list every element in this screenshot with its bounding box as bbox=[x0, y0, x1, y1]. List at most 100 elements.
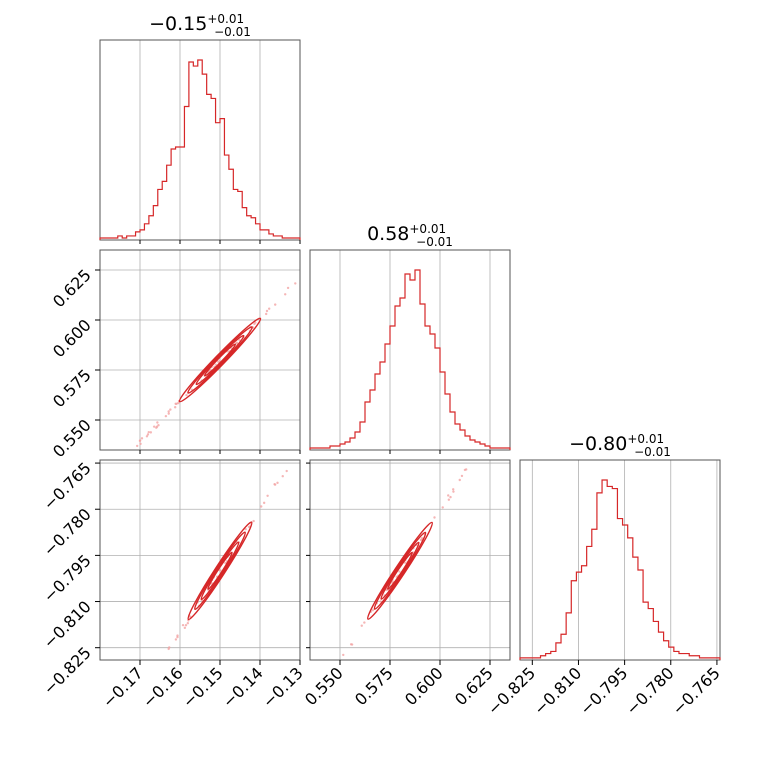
x-tick-label-1: 0.550 bbox=[301, 663, 347, 709]
contour-level-2 bbox=[195, 334, 245, 386]
scatter-point bbox=[363, 621, 366, 624]
scatter-point bbox=[184, 624, 188, 627]
scatter-point bbox=[181, 623, 185, 627]
title-value: −0.80 bbox=[569, 433, 627, 455]
x-tick-label-1: 0.575 bbox=[351, 663, 397, 709]
title-lower-error: −0.01 bbox=[214, 25, 251, 39]
panel-1-0 bbox=[99, 249, 301, 451]
scatter-point bbox=[447, 498, 451, 501]
scatter-point bbox=[183, 626, 187, 630]
scatter-point bbox=[149, 431, 153, 434]
scatter-point bbox=[176, 634, 179, 637]
title-value: 0.58 bbox=[367, 223, 409, 245]
scatter-point bbox=[403, 561, 407, 564]
scatter-point bbox=[252, 519, 255, 523]
panel-frame bbox=[519, 459, 721, 661]
x-tick-label-1: 0.600 bbox=[401, 663, 447, 709]
contour-level-0 bbox=[366, 521, 434, 620]
scatter-point bbox=[433, 516, 436, 519]
scatter-point bbox=[273, 483, 277, 486]
x-tick-label-2: −0.765 bbox=[668, 663, 723, 718]
x-tick-label-2: −0.780 bbox=[622, 663, 677, 718]
scatter-point bbox=[449, 495, 452, 499]
scatter-point bbox=[420, 536, 424, 540]
contour-level-3 bbox=[207, 551, 233, 590]
scatter-point bbox=[164, 414, 168, 418]
title-upper-error: +0.01 bbox=[627, 432, 664, 446]
scatter-point bbox=[146, 433, 150, 436]
scatter-point bbox=[219, 569, 222, 572]
scatter-point bbox=[360, 624, 363, 627]
x-tick-label-0: −0.13 bbox=[259, 663, 307, 711]
x-tick-label-0: −0.17 bbox=[99, 663, 147, 711]
scatter-point bbox=[185, 393, 188, 397]
scatter-point bbox=[138, 439, 142, 442]
scatter-panel-2-0 bbox=[167, 469, 288, 651]
title-upper-error: +0.01 bbox=[207, 12, 244, 26]
scatter-point bbox=[441, 506, 444, 509]
scatter-point bbox=[452, 488, 455, 491]
scatter-point bbox=[284, 293, 287, 296]
scatter-point bbox=[452, 490, 455, 493]
histogram-2 bbox=[519, 479, 721, 660]
y-tick-label-1: 0.575 bbox=[49, 365, 95, 411]
scatter-point bbox=[260, 505, 263, 508]
scatter-point bbox=[294, 282, 297, 285]
scatter-point bbox=[214, 363, 218, 366]
contour-level-0 bbox=[178, 317, 262, 403]
panel-title-2: −0.80+0.01 −0.01 bbox=[569, 432, 671, 459]
panel-title-0: −0.15+0.01 −0.01 bbox=[149, 12, 251, 39]
y-tick-label-2: −0.825 bbox=[40, 643, 95, 698]
panel-title-1: 0.58+0.01 −0.01 bbox=[367, 222, 453, 249]
scatter-point bbox=[167, 647, 170, 651]
panel-frame bbox=[99, 39, 301, 241]
scatter-point bbox=[262, 501, 266, 505]
scatter-point bbox=[276, 481, 279, 485]
contour-level-2 bbox=[200, 541, 240, 601]
contour-level-2 bbox=[380, 541, 420, 600]
scatter-point bbox=[342, 653, 345, 657]
scatter-point bbox=[285, 469, 288, 473]
title-lower-error: −0.01 bbox=[634, 445, 671, 459]
scatter-point bbox=[173, 406, 177, 409]
contour-level-3 bbox=[387, 551, 413, 590]
contour-level-3 bbox=[203, 343, 237, 377]
scatter-point bbox=[458, 478, 461, 482]
scatter-point bbox=[140, 437, 144, 440]
panel-0-0 bbox=[99, 39, 301, 241]
panel-1-1 bbox=[309, 249, 511, 451]
scatter-point bbox=[265, 309, 269, 313]
title-upper-error: +0.01 bbox=[409, 222, 446, 236]
y-tick-label-1: 0.625 bbox=[49, 265, 95, 311]
y-tick-label-2: −0.810 bbox=[40, 597, 95, 652]
panel-frame bbox=[309, 459, 511, 661]
scatter-point bbox=[224, 561, 227, 565]
scatter-point bbox=[264, 312, 268, 316]
panel-2-1 bbox=[309, 459, 511, 661]
scatter-point bbox=[139, 442, 142, 446]
panel-frame bbox=[99, 459, 301, 661]
histogram-1 bbox=[309, 269, 511, 450]
panel-frame bbox=[309, 249, 511, 451]
scatter-point bbox=[286, 286, 290, 290]
y-tick-label-2: −0.795 bbox=[40, 551, 95, 606]
contour-level-1 bbox=[194, 531, 246, 611]
panel-2-0 bbox=[99, 459, 301, 661]
scatter-point bbox=[274, 303, 277, 306]
scatter-point bbox=[398, 570, 401, 573]
scatter-point bbox=[460, 474, 464, 478]
x-tick-label-2: −0.810 bbox=[530, 663, 585, 718]
scatter-point bbox=[174, 402, 177, 405]
scatter-panel-2-1 bbox=[342, 468, 468, 657]
scatter-point bbox=[244, 528, 247, 531]
x-tick-label-2: −0.795 bbox=[576, 663, 631, 718]
scatter-point bbox=[235, 341, 238, 345]
scatter-point bbox=[254, 321, 257, 324]
panel-2-2 bbox=[519, 459, 721, 661]
scatter-point bbox=[281, 475, 284, 478]
scatter-point bbox=[157, 424, 160, 427]
y-tick-label-2: −0.780 bbox=[40, 505, 95, 560]
scatter-point bbox=[464, 468, 468, 471]
scatter-point bbox=[176, 401, 180, 405]
